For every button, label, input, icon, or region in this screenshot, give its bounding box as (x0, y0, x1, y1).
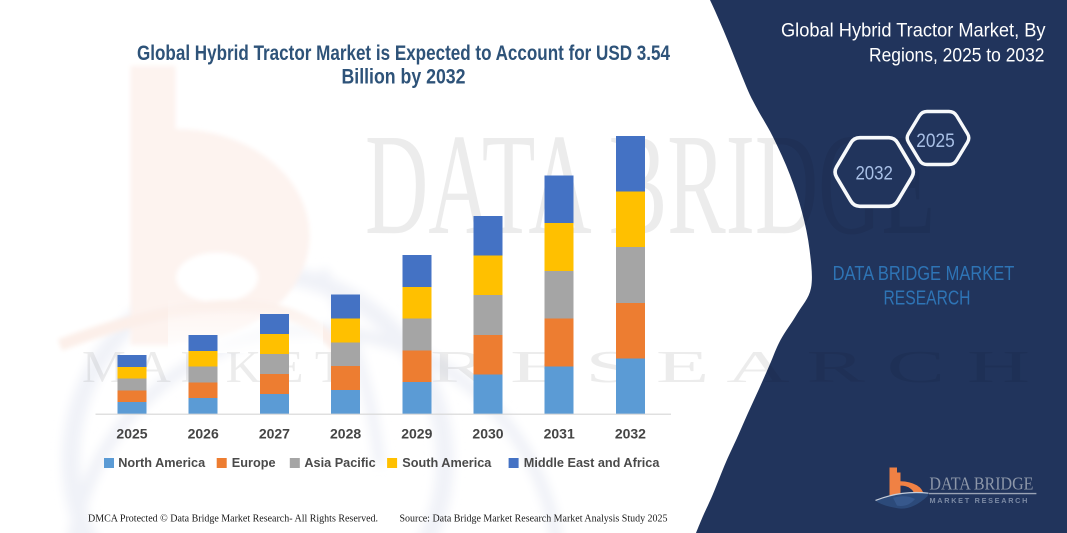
svg-text:2031: 2031 (544, 426, 575, 442)
svg-text:2032: 2032 (615, 426, 646, 442)
svg-text:North America: North America (118, 456, 206, 470)
svg-text:Source: Data Bridge Market Res: Source: Data Bridge Market Research Mark… (400, 514, 668, 525)
svg-text:Billion by 2032: Billion by 2032 (342, 65, 466, 89)
svg-text:2030: 2030 (472, 426, 503, 442)
svg-text:Global Hybrid Tractor Market i: Global Hybrid Tractor Market is Expected… (137, 41, 670, 65)
svg-text:DATA BRIDGE MARKET: DATA BRIDGE MARKET (833, 262, 1015, 285)
svg-text:Global Hybrid Tractor Market,: Global Hybrid Tractor Market, By (781, 20, 1046, 42)
svg-text:RESEARCH: RESEARCH (884, 287, 971, 310)
svg-text:Asia Pacific: Asia Pacific (304, 456, 375, 470)
svg-text:MARKET RESEARCH: MARKET RESEARCH (930, 496, 1030, 505)
svg-text:2032: 2032 (855, 164, 893, 185)
svg-text:2028: 2028 (330, 426, 361, 442)
svg-text:Middle East and Africa: Middle East and Africa (524, 456, 661, 470)
svg-text:2025: 2025 (116, 426, 147, 442)
svg-text:South America: South America (402, 456, 492, 470)
svg-text:2029: 2029 (401, 426, 432, 442)
svg-text:Europe: Europe (232, 456, 276, 470)
svg-text:DMCA Protected © Data Bridge M: DMCA Protected © Data Bridge Market Rese… (88, 514, 378, 525)
svg-text:2027: 2027 (259, 426, 290, 442)
svg-text:Regions, 2025 to 2032: Regions, 2025 to 2032 (869, 45, 1045, 67)
svg-text:2026: 2026 (188, 426, 219, 442)
svg-text:2025: 2025 (916, 131, 955, 152)
svg-text:DATA BRIDGE: DATA BRIDGE (929, 473, 1033, 493)
